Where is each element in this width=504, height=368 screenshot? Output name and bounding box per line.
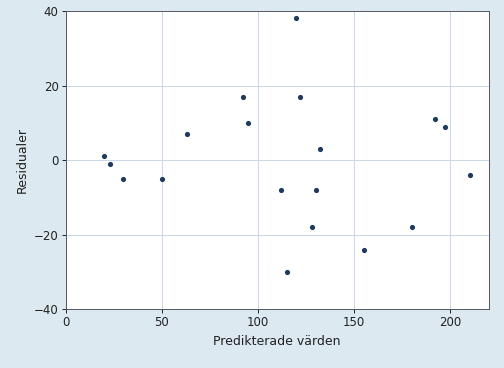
Point — [283, 269, 291, 275]
Point — [292, 15, 300, 21]
Point — [106, 161, 114, 167]
Point — [308, 224, 316, 230]
Point — [431, 116, 439, 122]
Point — [244, 120, 253, 126]
Point — [296, 94, 304, 100]
Point — [466, 172, 474, 178]
X-axis label: Predikterade värden: Predikterade värden — [214, 335, 341, 348]
Point — [238, 94, 246, 100]
Point — [119, 176, 128, 182]
Point — [360, 247, 368, 252]
Point — [158, 176, 166, 182]
Point — [311, 187, 320, 193]
Point — [408, 224, 416, 230]
Point — [277, 187, 285, 193]
Point — [100, 153, 108, 159]
Point — [183, 131, 191, 137]
Y-axis label: Residualer: Residualer — [15, 127, 28, 193]
Point — [440, 124, 449, 130]
Point — [316, 146, 324, 152]
